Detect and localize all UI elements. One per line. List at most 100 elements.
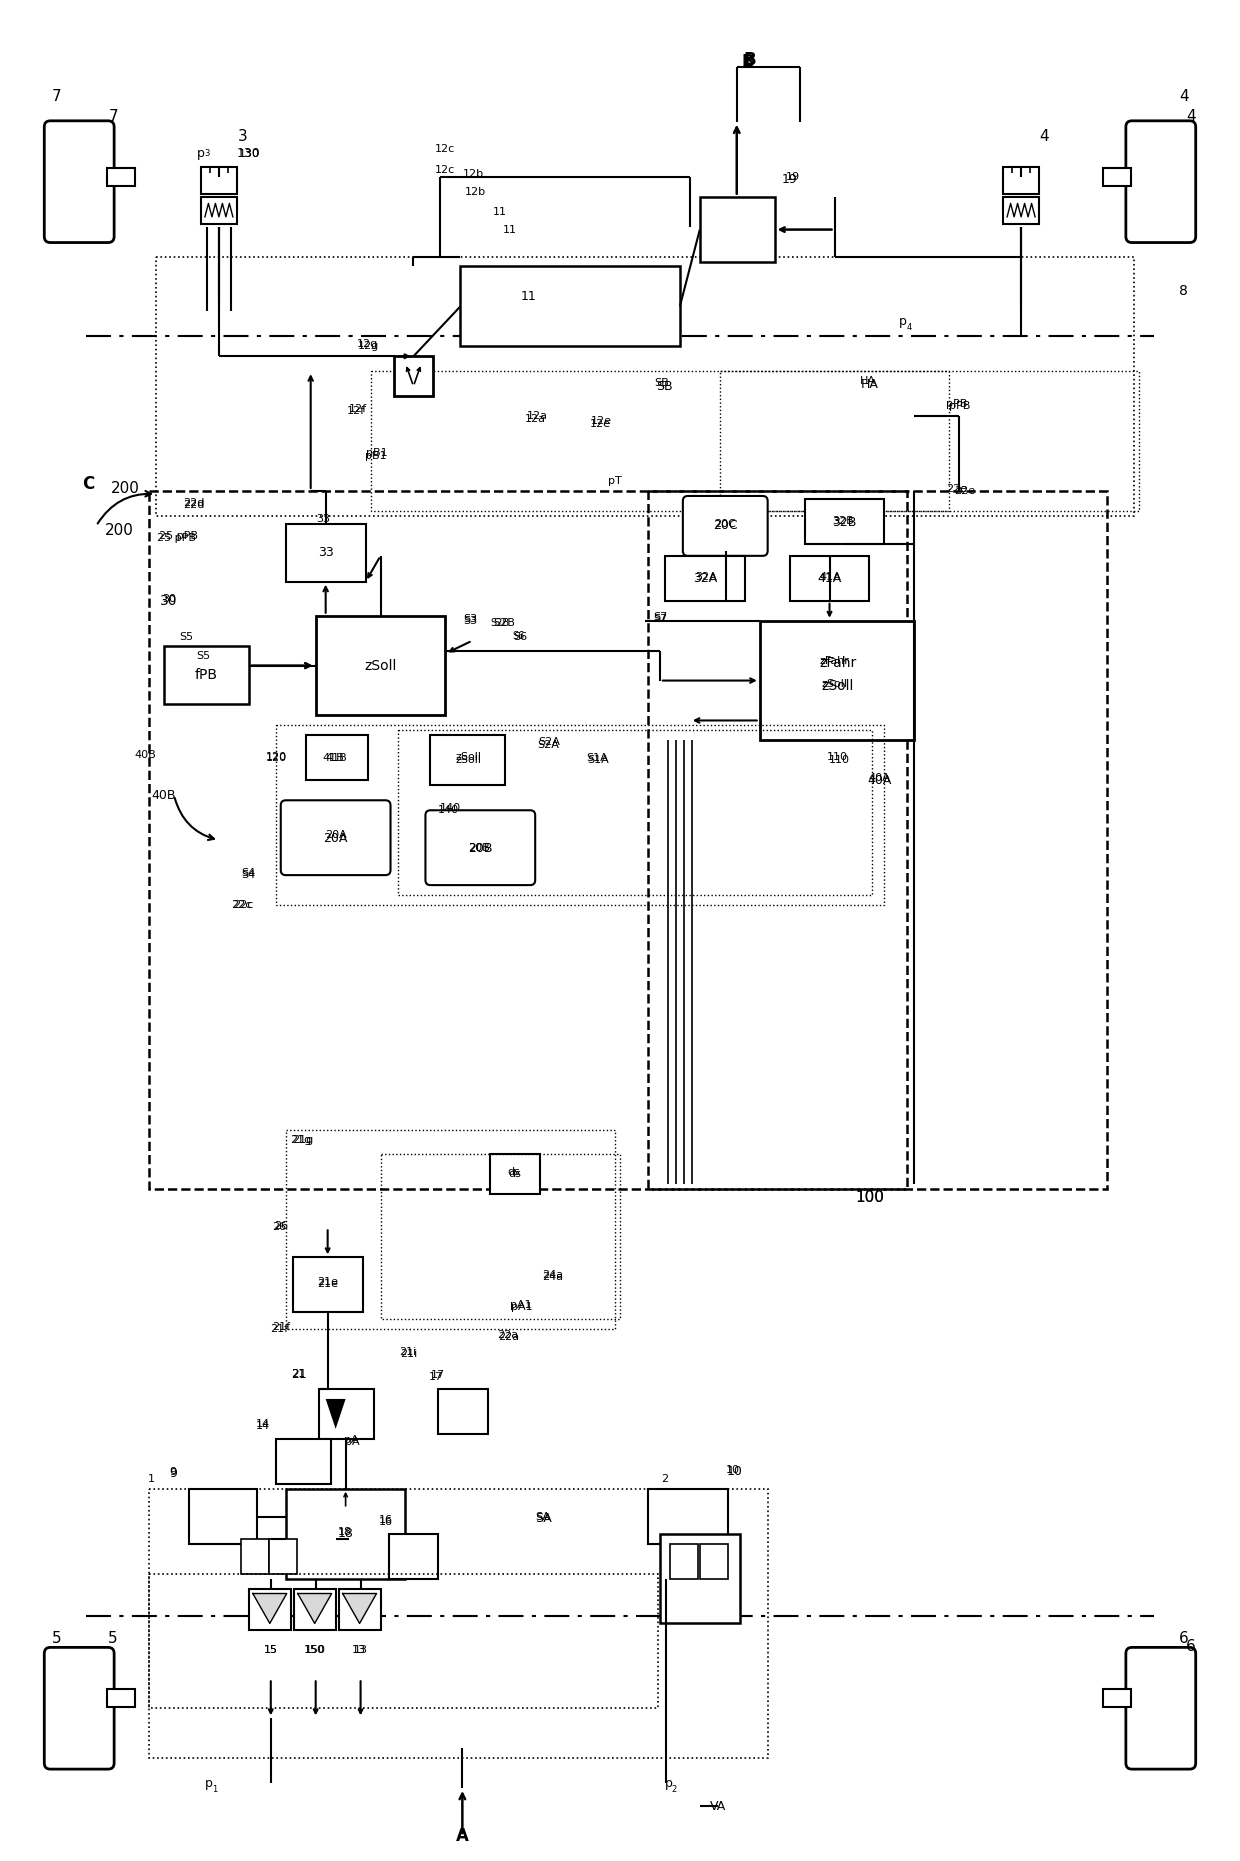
Text: 20B: 20B <box>469 843 490 852</box>
Text: 22a: 22a <box>497 1332 518 1342</box>
Text: 40A: 40A <box>867 774 892 787</box>
Bar <box>660 1533 740 1623</box>
Bar <box>699 197 775 262</box>
Text: S7: S7 <box>652 612 667 622</box>
Text: 21: 21 <box>290 1370 305 1379</box>
Text: 3: 3 <box>203 149 210 158</box>
Text: p: p <box>899 315 908 328</box>
Bar <box>1102 167 1131 186</box>
Text: p: p <box>205 1777 213 1790</box>
Bar <box>670 1543 698 1578</box>
Text: 17: 17 <box>428 1372 443 1383</box>
Text: S6: S6 <box>513 631 527 642</box>
Bar <box>149 491 908 1189</box>
Text: SA: SA <box>536 1511 551 1522</box>
Text: 12g: 12g <box>357 339 378 350</box>
Text: 4: 4 <box>1039 128 1049 145</box>
Text: 17: 17 <box>430 1370 444 1381</box>
Text: 200: 200 <box>110 482 140 497</box>
Text: 6: 6 <box>1179 1630 1189 1645</box>
Text: 32B: 32B <box>832 515 857 529</box>
Text: S2B: S2B <box>494 618 515 627</box>
Bar <box>149 1574 658 1708</box>
Bar <box>201 167 237 194</box>
Text: 21e: 21e <box>317 1277 339 1288</box>
Text: 1: 1 <box>212 1785 217 1794</box>
Text: 15: 15 <box>264 1645 278 1656</box>
Text: A: A <box>456 1828 469 1844</box>
Text: 20B: 20B <box>467 841 492 854</box>
Text: 12f: 12f <box>346 406 365 417</box>
Text: SB: SB <box>657 380 673 393</box>
Text: 30: 30 <box>162 594 176 603</box>
Text: 6: 6 <box>1185 1640 1195 1654</box>
Bar <box>719 370 1138 512</box>
Text: 3: 3 <box>238 128 248 145</box>
Text: pPB: pPB <box>949 402 970 411</box>
Text: 14: 14 <box>255 1422 270 1431</box>
Bar <box>398 731 873 895</box>
Bar <box>790 556 869 601</box>
Text: 5: 5 <box>108 1630 118 1645</box>
Text: S4: S4 <box>242 871 255 880</box>
FancyBboxPatch shape <box>683 497 768 556</box>
Text: 130: 130 <box>238 149 259 158</box>
Text: S2B: S2B <box>491 618 510 627</box>
Bar <box>285 1130 615 1329</box>
Bar <box>201 197 237 223</box>
Text: 12a: 12a <box>527 411 548 421</box>
Polygon shape <box>253 1593 286 1623</box>
Text: 40B: 40B <box>151 789 176 802</box>
Text: 22e: 22e <box>946 484 967 493</box>
Text: 40A: 40A <box>868 774 890 783</box>
Text: ds: ds <box>508 1169 522 1180</box>
Text: zSoll: zSoll <box>822 679 847 689</box>
Text: fPB: fPB <box>195 668 217 681</box>
Text: p: p <box>197 147 205 160</box>
Text: 4: 4 <box>1185 110 1195 125</box>
Text: S5: S5 <box>179 631 193 642</box>
Text: 41B: 41B <box>326 754 347 763</box>
Text: 16: 16 <box>378 1515 393 1524</box>
Text: 12c: 12c <box>435 166 455 175</box>
Text: 12f: 12f <box>348 404 367 415</box>
Bar <box>393 355 434 396</box>
Text: pB1: pB1 <box>365 450 387 462</box>
Polygon shape <box>342 1593 377 1623</box>
Text: 32A: 32A <box>694 571 717 582</box>
Text: 12e: 12e <box>589 419 610 430</box>
Text: 24a: 24a <box>543 1273 564 1282</box>
Bar <box>490 1154 541 1195</box>
Bar <box>460 266 680 346</box>
Text: 150: 150 <box>304 1645 325 1656</box>
Bar <box>388 1533 439 1578</box>
Text: 12e: 12e <box>590 417 611 426</box>
Text: pPB: pPB <box>946 398 967 409</box>
Bar <box>107 1690 135 1707</box>
Bar <box>371 370 950 512</box>
FancyBboxPatch shape <box>280 800 391 875</box>
Bar <box>275 1439 331 1483</box>
Text: 150: 150 <box>305 1645 326 1656</box>
Text: 33: 33 <box>317 547 334 560</box>
Text: 22c: 22c <box>233 901 253 910</box>
Text: S2A: S2A <box>537 741 559 750</box>
Text: 25 pPB: 25 pPB <box>157 532 196 543</box>
Text: C: C <box>82 475 94 493</box>
Text: 11: 11 <box>521 290 536 303</box>
Text: 14: 14 <box>255 1418 270 1429</box>
Text: zSoll: zSoll <box>365 659 397 672</box>
Text: 15: 15 <box>264 1645 278 1656</box>
Text: 10: 10 <box>725 1465 740 1474</box>
Text: 41B: 41B <box>322 754 345 763</box>
Text: 21f: 21f <box>270 1325 288 1334</box>
FancyBboxPatch shape <box>1126 1647 1195 1770</box>
Bar <box>164 646 249 703</box>
Bar <box>156 257 1133 515</box>
Text: S6: S6 <box>512 631 525 640</box>
Bar <box>649 491 1107 1189</box>
Text: 20A: 20A <box>325 830 346 839</box>
FancyBboxPatch shape <box>1126 121 1195 242</box>
Text: zFahr: zFahr <box>820 655 849 666</box>
Text: 13: 13 <box>352 1645 366 1656</box>
